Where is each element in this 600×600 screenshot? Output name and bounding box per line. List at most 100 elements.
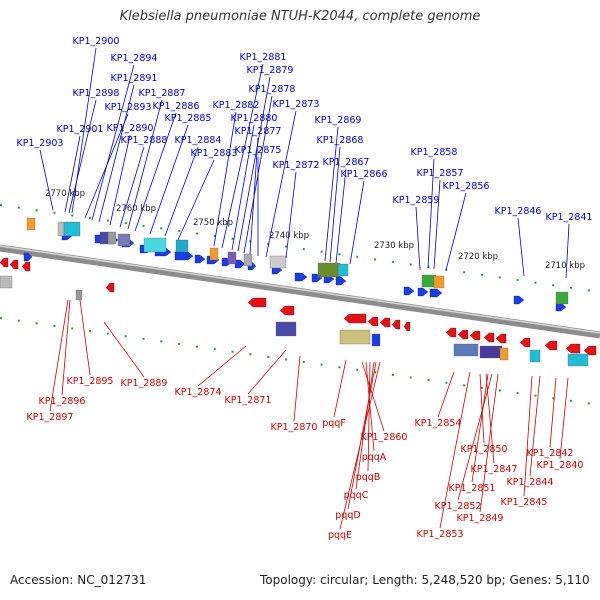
kbp-tick-label: 2770 kbp [45,189,85,199]
forward-leader-line [221,63,264,249]
reverse-gene-label: KP1_2871 [225,395,272,406]
reverse-leader-line [437,371,455,418]
outer-guide-line-bottom [0,317,600,406]
forward-gene-label: KP1_2885 [165,113,212,124]
forward-leader-line [433,179,441,270]
forward-gene-label: KP1_2888 [121,135,168,146]
reverse-gene-arrow [583,345,597,356]
accession-label: Accession: NC_012731 [10,573,147,587]
forward-gene-label: KP1_2890 [107,123,154,134]
reverse-gene-label: KP1_2860 [361,432,408,443]
reverse-leader-line [457,373,493,501]
reverse-gene-label: KP1_2853 [417,529,464,540]
reverse-gene-label: KP1_2844 [507,477,554,488]
forward-leader-line [127,99,163,230]
reverse-leader-line [247,349,287,395]
reverse-gene-arrow [519,337,531,348]
forward-gene-label: KP1_2875 [235,145,282,156]
reverse-gene-label: pqqB [356,472,381,483]
forward-domain-box [117,233,131,247]
kbp-tick-label: 2710 kbp [545,261,585,271]
forward-gene-label: KP1_2894 [111,53,158,64]
reverse-gene-label: KP1_2850 [461,444,508,455]
reverse-gene-label: pqqC [344,490,369,501]
forward-gene-arrow [513,295,525,305]
forward-gene-label: KP1_2882 [213,100,260,111]
reverse-domain-box [453,343,479,357]
genome-summary: Topology: circular; Length: 5,248,520 bp… [260,573,590,587]
reverse-leader-line [479,373,485,444]
reverse-gene-label: KP1_2852 [435,501,482,512]
forward-domain-box [433,275,445,289]
reverse-domain-box [479,345,503,359]
reverse-gene-arrow [445,327,457,338]
reverse-gene-arrow [9,259,19,270]
forward-leader-line [68,99,97,214]
forward-gene-label: KP1_2857 [417,168,464,179]
outer-guide-line [0,204,600,293]
forward-gene-label: KP1_2841 [546,212,593,223]
genome-backbone [0,244,600,339]
reverse-gene-label: KP1_2851 [449,483,496,494]
forward-leader-line [335,168,347,264]
forward-gene-arrow [234,259,246,269]
forward-domain-box [26,217,36,231]
reverse-gene-arrow [279,305,295,316]
reverse-leader-line [61,299,71,396]
figure-title: Klebsiella pneumoniae NTUH-K2044, comple… [119,9,481,24]
reverse-domain-box [567,353,589,367]
forward-leader-line [71,47,97,214]
forward-domain-box [337,263,349,277]
reverse-gene-arrow [403,321,411,332]
reverse-gene-label: KP1_2854 [415,418,462,429]
forward-domain-box [209,247,219,261]
reverse-gene-arrow [495,333,507,344]
reverse-gene-label: KP1_2845 [501,497,548,508]
forward-leader-line [64,135,81,213]
reverse-leader-line [365,361,375,452]
forward-gene-label: KP1_2891 [111,73,158,84]
reverse-leader-line [197,345,247,387]
forward-gene-label: KP1_2867 [323,157,370,168]
reverse-domain-box [275,321,297,337]
forward-gene-label: KP1_2884 [175,135,222,146]
forward-gene-arrow [417,287,429,297]
backbone-highlight [0,245,600,334]
reverse-gene-arrow [105,282,115,293]
forward-gene-label: KP1_2859 [393,195,440,206]
reverse-gene-arrow [247,297,267,308]
forward-leader-line [98,84,135,223]
reverse-leader-line [103,321,145,378]
forward-gene-label: KP1_2898 [73,88,120,99]
reverse-leader-line [523,375,533,497]
forward-gene-label: KP1_2881 [240,52,287,63]
forward-leader-line [231,124,255,251]
forward-gene-label: KP1_2858 [411,147,458,158]
forward-gene-label: KP1_2878 [249,84,296,95]
forward-leader-line [427,158,435,269]
reverse-gene-label: pqqD [335,510,360,521]
reverse-gene-arrow [0,257,9,268]
forward-gene-arrow [294,272,308,282]
forward-gene-arrow [555,302,567,312]
forward-domain-box [99,231,109,245]
forward-leader-line [91,64,135,221]
forward-leader-line [445,192,467,271]
forward-leader-line [109,134,131,226]
forward-leader-line [349,180,365,265]
forward-gene-label: KP1_2846 [495,206,542,217]
reverse-domain-box [339,329,371,345]
reverse-gene-label: KP1_2870 [271,422,318,433]
forward-domain-box [317,262,341,278]
forward-gene-label: KP1_2866 [341,169,388,180]
forward-gene-arrow [335,276,347,286]
reverse-gene-arrow [565,343,581,354]
forward-domain-box [63,221,81,237]
forward-gene-label: KP1_2856 [443,181,490,192]
forward-leader-line [285,171,297,259]
forward-domain-box [143,237,167,253]
forward-leader-line [134,112,177,232]
reverse-gene-label: KP1_2849 [457,513,504,524]
